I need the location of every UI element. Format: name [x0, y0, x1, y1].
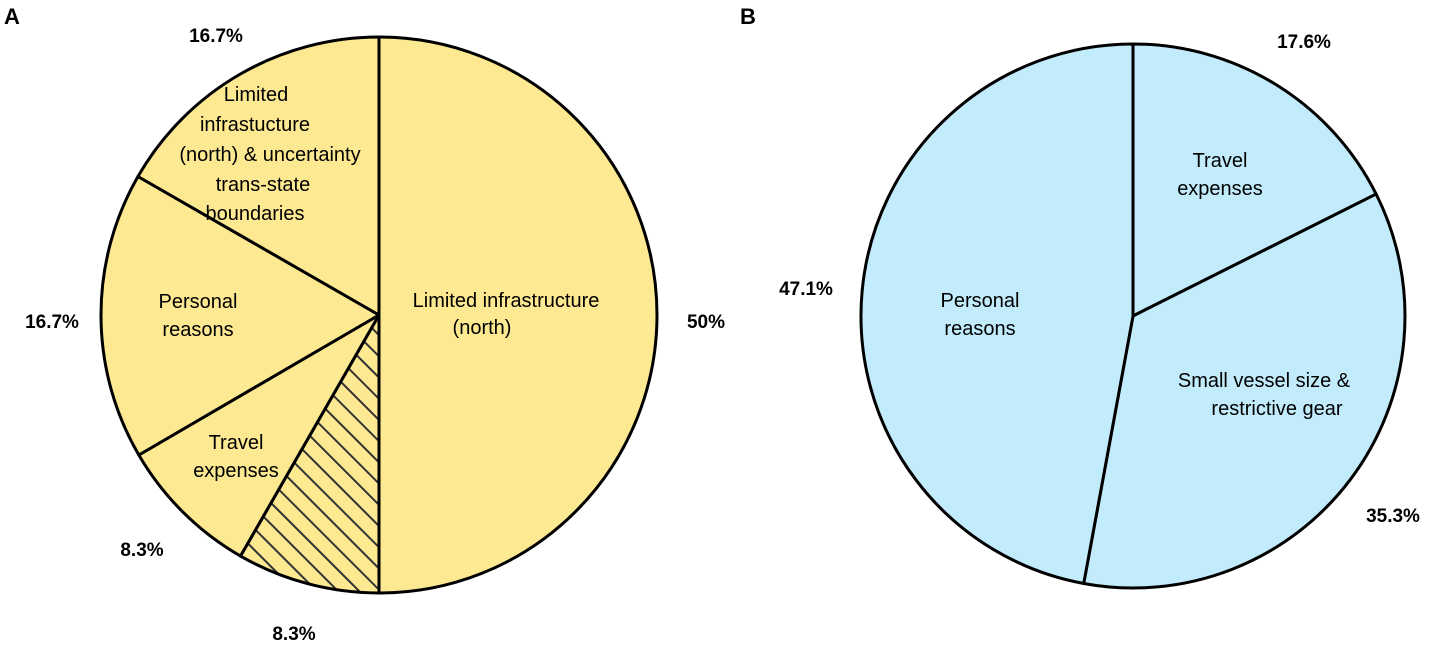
- pie-b-slice-2-label: Small vessel size & restrictive gear: [1178, 370, 1351, 420]
- pie-b-slice-1-value-label: 17.6%: [1277, 32, 1331, 53]
- panel-b-label: B: [740, 4, 756, 29]
- pie-a-slice-5-value-label: 16.7%: [189, 26, 243, 47]
- pie-a-slice-3: [137, 313, 381, 558]
- pie-chart-b: Travel expenses 17.6% Small vessel size & re…: [779, 32, 1420, 590]
- pie-b-slice-3-label: Personal reasons: [941, 290, 1020, 340]
- pie-b-slice-2-value-label: 35.3%: [1366, 506, 1420, 527]
- pie-b-slice-3: [859, 42, 1135, 585]
- pie-a-slice-4-value-label: 16.7%: [25, 312, 79, 333]
- pie-a-slice-1-label: Limited infrastructure (north): [413, 290, 600, 339]
- pie-chart-a: Limited infrastructure (north) 50% 8.3% Trav…: [25, 26, 725, 645]
- pie-a-slice-4: [99, 175, 381, 457]
- pie-b-slice-2: [1082, 192, 1407, 590]
- pie-b-slice-1-label: Travel expenses: [1177, 150, 1263, 200]
- pie-a-slice-1-value-label: 50%: [687, 312, 725, 333]
- pie-a-slice-5-label: Limited infrastucture (north) & uncertaint…: [179, 84, 360, 225]
- pie-a-slice-4-label: Personal reasons: [159, 291, 238, 341]
- pie-a-slice-3-label: Travel expenses: [193, 432, 279, 482]
- pie-b-slice-1: [1131, 42, 1378, 318]
- pie-a-slice-1: [377, 35, 659, 595]
- pie-a-slice-2: [239, 313, 381, 595]
- pie-b-slice-3-value-label: 47.1%: [779, 279, 833, 300]
- pie-a-slice-3-value-label: 8.3%: [120, 540, 163, 561]
- pie-a-slice-5: [136, 35, 381, 317]
- panel-a-label: A: [4, 4, 20, 29]
- pie-a-slice-2-value-label: 8.3%: [272, 624, 315, 645]
